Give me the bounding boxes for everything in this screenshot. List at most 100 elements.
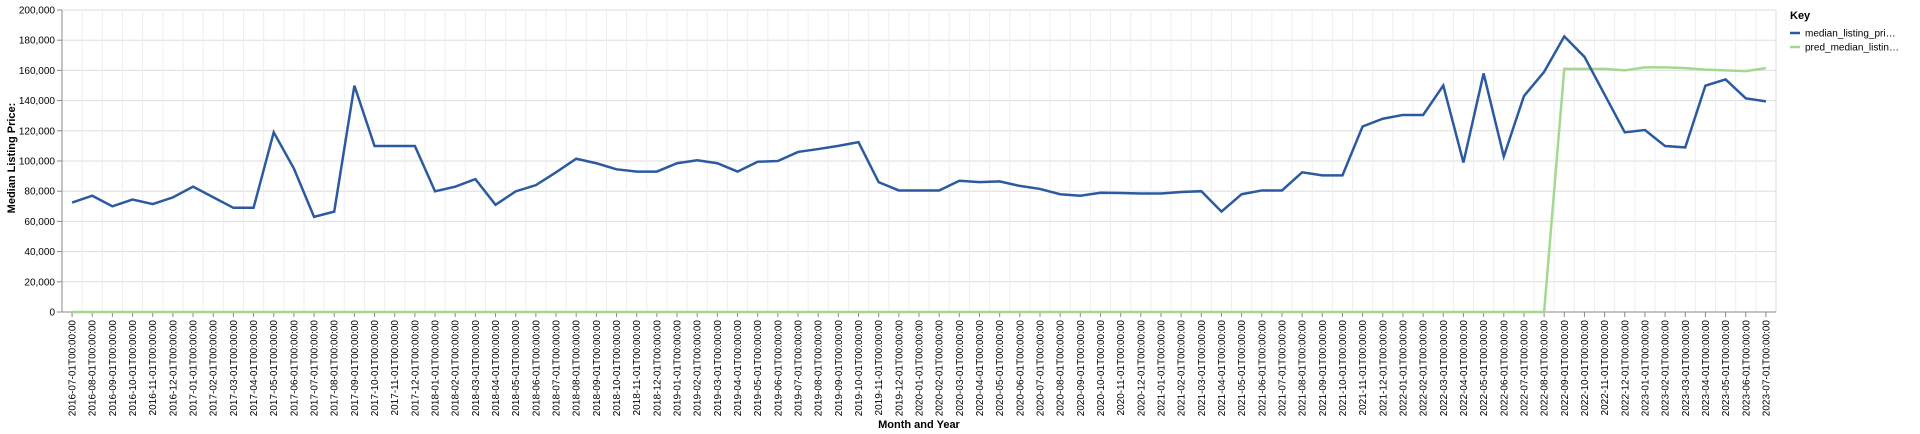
x-tick-label: 2022-07-01T00:00:00	[1519, 320, 1530, 417]
series-line	[72, 66, 1767, 314]
series-line	[71, 34, 1767, 219]
x-tick-label: 2018-05-01T00:00:00	[511, 320, 522, 417]
x-tick-label: 2020-06-01T00:00:00	[1015, 320, 1026, 417]
gridlines	[61, 9, 1777, 313]
x-tick-label: 2021-08-01T00:00:00	[1298, 320, 1309, 417]
x-tick-label: 2019-02-01T00:00:00	[693, 320, 704, 417]
x-tick-label: 2016-09-01T00:00:00	[108, 320, 119, 417]
x-tick-label: 2023-05-01T00:00:00	[1721, 320, 1732, 417]
x-tick-label: 2017-01-01T00:00:00	[189, 320, 200, 417]
x-tick-label: 2021-06-01T00:00:00	[1257, 320, 1268, 417]
x-tick-label: 2022-10-01T00:00:00	[1580, 320, 1591, 417]
x-tick-label: 2020-07-01T00:00:00	[1035, 320, 1046, 417]
x-tick-label: 2020-09-01T00:00:00	[1076, 320, 1087, 417]
x-tick-label: 2016-10-01T00:00:00	[128, 320, 139, 417]
x-axis-title: Month and Year	[878, 419, 960, 431]
y-axis-title: Median Listing Price:	[6, 103, 18, 214]
legend-label: median_listing_pri…	[1805, 29, 1896, 40]
x-tick-label: 2017-09-01T00:00:00	[350, 320, 361, 417]
y-tick-label: 100,000	[19, 157, 56, 168]
y-tick-label: 80,000	[24, 187, 55, 198]
x-tick-label: 2019-01-01T00:00:00	[673, 320, 684, 417]
x-tick-label: 2022-11-01T00:00:00	[1600, 320, 1611, 416]
x-tick-label: 2021-01-01T00:00:00	[1156, 320, 1167, 417]
x-tick-label: 2023-04-01T00:00:00	[1701, 320, 1712, 417]
x-tick-label: 2019-09-01T00:00:00	[834, 320, 845, 417]
x-tick-label: 2021-09-01T00:00:00	[1318, 320, 1329, 417]
x-tick-label: 2020-03-01T00:00:00	[955, 320, 966, 417]
x-tick-label: 2023-06-01T00:00:00	[1741, 320, 1752, 417]
x-tick-label: 2018-10-01T00:00:00	[612, 320, 623, 417]
x-tick-label: 2021-05-01T00:00:00	[1237, 320, 1248, 417]
x-tick-label: 2018-06-01T00:00:00	[531, 320, 542, 417]
x-tick-label: 2021-07-01T00:00:00	[1277, 320, 1288, 417]
x-tick-label: 2017-05-01T00:00:00	[269, 320, 280, 417]
x-tick-label: 2021-04-01T00:00:00	[1217, 320, 1228, 417]
x-tick-label: 2021-10-01T00:00:00	[1338, 320, 1349, 417]
x-tick-label: 2018-12-01T00:00:00	[652, 320, 663, 417]
x-tick-label: 2022-06-01T00:00:00	[1499, 320, 1510, 417]
x-tick-label: 2022-02-01T00:00:00	[1419, 320, 1430, 417]
x-tick-label: 2017-11-01T00:00:00	[390, 320, 401, 416]
x-tick-label: 2017-07-01T00:00:00	[310, 320, 321, 417]
x-tick-label: 2022-08-01T00:00:00	[1540, 320, 1551, 417]
y-tick-label: 0	[49, 308, 55, 319]
x-tick-label: 2019-03-01T00:00:00	[713, 320, 724, 417]
x-tick-label: 2019-04-01T00:00:00	[733, 320, 744, 417]
x-tick-label: 2019-06-01T00:00:00	[773, 320, 784, 417]
x-tick-label: 2023-01-01T00:00:00	[1640, 320, 1651, 417]
x-tick-label: 2019-07-01T00:00:00	[794, 320, 805, 417]
x-tick-label: 2023-07-01T00:00:00	[1761, 320, 1772, 417]
x-tick-label: 2017-03-01T00:00:00	[229, 320, 240, 417]
x-tick-label: 2018-08-01T00:00:00	[572, 320, 583, 417]
x-tick-label: 2017-08-01T00:00:00	[330, 320, 341, 417]
x-tick-label: 2019-10-01T00:00:00	[854, 320, 865, 417]
x-tick-label: 2019-11-01T00:00:00	[874, 320, 885, 416]
legend: Key median_listing_pri… pred_median_listi…	[1790, 10, 1899, 54]
x-tick-label: 2018-01-01T00:00:00	[431, 320, 442, 417]
x-tick-label: 2022-03-01T00:00:00	[1439, 320, 1450, 417]
x-tick-label: 2020-05-01T00:00:00	[995, 320, 1006, 417]
x-tick-label: 2018-07-01T00:00:00	[552, 320, 563, 417]
y-tick-label: 60,000	[24, 217, 55, 228]
x-axis: 2016-07-01T00:00:00 2016-08-01T00:00:00 20…	[62, 311, 1776, 417]
x-tick-label: 2022-12-01T00:00:00	[1620, 320, 1631, 417]
x-tick-label: 2023-03-01T00:00:00	[1681, 320, 1692, 417]
x-tick-label: 2017-02-01T00:00:00	[209, 320, 220, 417]
x-tick-label: 2023-02-01T00:00:00	[1661, 320, 1672, 417]
x-tick-label: 2021-11-01T00:00:00	[1358, 320, 1369, 416]
x-tick-label: 2022-04-01T00:00:00	[1459, 320, 1470, 417]
x-tick-label: 2016-11-01T00:00:00	[148, 320, 159, 416]
x-tick-label: 2017-06-01T00:00:00	[289, 320, 300, 417]
x-tick-label: 2016-07-01T00:00:00	[68, 320, 79, 417]
x-tick-label: 2020-04-01T00:00:00	[975, 320, 986, 417]
y-tick-label: 40,000	[24, 247, 55, 258]
y-axis: 0 20,000 40,000 60,000 80,000 100,000 120,000 1…	[19, 6, 63, 319]
legend-items: median_listing_pri… pred_median_listin…	[1790, 29, 1899, 54]
x-tick-label: 2017-04-01T00:00:00	[249, 320, 260, 417]
y-tick-label: 200,000	[19, 6, 56, 17]
x-tick-label: 2021-02-01T00:00:00	[1177, 320, 1188, 417]
legend-label: pred_median_listin…	[1805, 43, 1899, 54]
x-tick-label: 2017-12-01T00:00:00	[410, 320, 421, 417]
x-tick-label: 2019-12-01T00:00:00	[894, 320, 905, 417]
x-tick-label: 2020-02-01T00:00:00	[935, 320, 946, 417]
x-tick-label: 2022-05-01T00:00:00	[1479, 320, 1490, 417]
x-tick-label: 2022-01-01T00:00:00	[1398, 320, 1409, 417]
x-tick-label: 2018-03-01T00:00:00	[471, 320, 482, 417]
x-tick-label: 2021-12-01T00:00:00	[1378, 320, 1389, 417]
x-tick-label: 2020-12-01T00:00:00	[1136, 320, 1147, 417]
y-tick-label: 20,000	[24, 277, 55, 288]
x-tick-label: 2020-08-01T00:00:00	[1056, 320, 1067, 417]
x-tick-label: 2020-11-01T00:00:00	[1116, 320, 1127, 416]
y-tick-label: 180,000	[19, 36, 56, 47]
x-tick-label: 2018-02-01T00:00:00	[451, 320, 462, 417]
x-tick-label: 2018-04-01T00:00:00	[491, 320, 502, 417]
x-tick-label: 2018-09-01T00:00:00	[592, 320, 603, 417]
legend-title: Key	[1790, 10, 1811, 22]
x-tick-label: 2019-05-01T00:00:00	[753, 320, 764, 417]
x-tick-label: 2018-11-01T00:00:00	[632, 320, 643, 416]
y-tick-label: 120,000	[19, 126, 56, 137]
x-tick-label: 2016-12-01T00:00:00	[168, 320, 179, 417]
